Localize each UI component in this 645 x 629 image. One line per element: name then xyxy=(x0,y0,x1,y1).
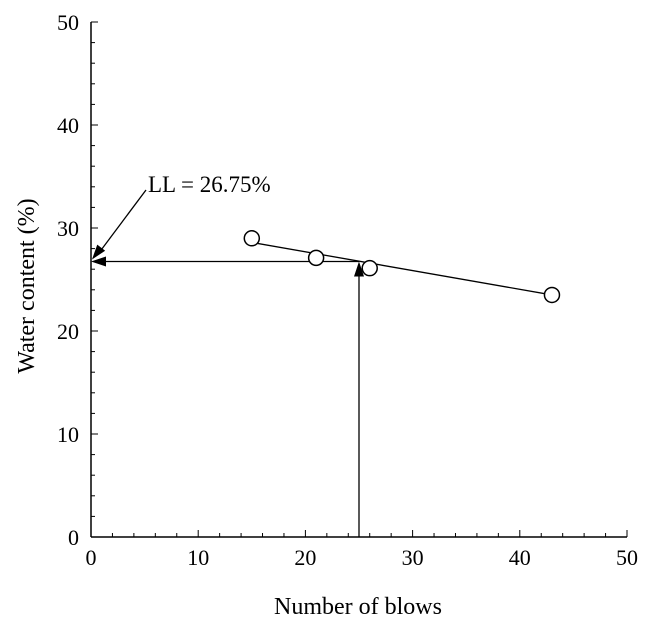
x-tick-labels: 0 10 20 30 40 50 xyxy=(86,545,639,570)
y-tick-label: 50 xyxy=(57,10,79,35)
y-tick-labels: 0 10 20 30 40 50 xyxy=(57,10,79,550)
liquid-limit-guides xyxy=(91,189,364,537)
y-tick-label: 0 xyxy=(68,525,79,550)
annotation-leader-arrowhead xyxy=(92,244,106,260)
tick-marks xyxy=(90,21,628,538)
x-tick-label: 0 xyxy=(86,545,97,570)
horizontal-guide-arrowhead xyxy=(91,256,106,267)
x-axis-title: Number of blows xyxy=(274,594,442,620)
x-tick-label: 10 xyxy=(187,545,209,570)
trend-line-group xyxy=(251,241,553,296)
data-point xyxy=(243,230,261,247)
y-tick-label: 20 xyxy=(57,319,79,344)
annotation-leader-line xyxy=(99,189,147,252)
y-tick-label: 30 xyxy=(57,216,79,241)
x-tick-label: 20 xyxy=(294,545,316,570)
x-tick-label: 40 xyxy=(509,545,531,570)
trend-line xyxy=(251,241,553,296)
data-point xyxy=(543,286,561,304)
data-point xyxy=(307,249,325,267)
ll-annotation: LL = 26.75% xyxy=(148,172,271,197)
y-tick-label: 40 xyxy=(57,113,79,138)
x-tick-label: 50 xyxy=(616,545,638,570)
y-tick-label: 10 xyxy=(57,422,79,447)
data-point xyxy=(361,259,378,277)
y-axis-title: Water content (%) xyxy=(14,198,40,373)
vertical-guide-arrowhead xyxy=(354,261,364,277)
x-tick-label: 30 xyxy=(402,545,424,570)
data-points xyxy=(243,230,561,304)
